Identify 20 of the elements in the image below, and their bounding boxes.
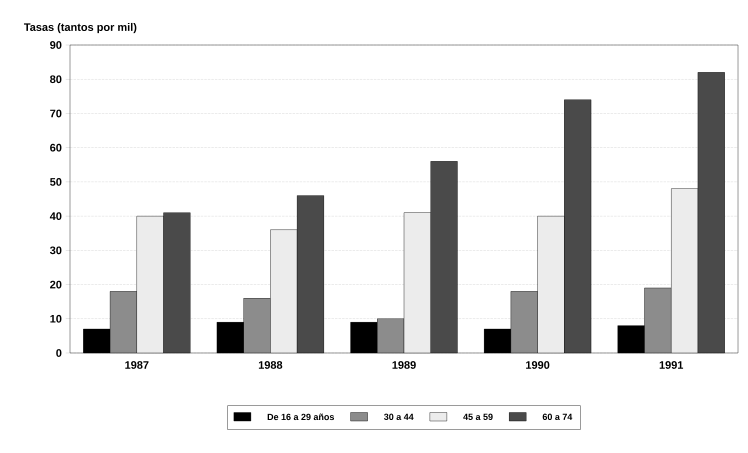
legend-label: 60 a 74 [542, 414, 572, 420]
y-tick-label: 60 [50, 144, 62, 152]
y-tick-label: 80 [50, 75, 62, 84]
x-tick-label: 1988 [258, 361, 282, 369]
legend-label: 30 a 44 [384, 414, 414, 420]
y-tick-label: 50 [50, 178, 62, 186]
y-tick-label: 30 [50, 246, 62, 254]
y-tick-label: 90 [50, 41, 62, 49]
x-tick-label: 1989 [392, 361, 416, 369]
y-tick-label: 70 [50, 110, 62, 118]
y-axis-title: Tasas (tantos por mil) [24, 22, 136, 34]
legend-label: De 16 a 29 años [268, 414, 334, 420]
y-tick-label: 0 [56, 349, 62, 357]
y-tick-label: 40 [50, 212, 62, 220]
y-tick-label: 10 [50, 314, 62, 323]
x-tick-label: 1987 [125, 361, 148, 369]
y-tick-label: 20 [50, 280, 62, 288]
x-tick-label: 1991 [660, 361, 684, 369]
legend-label: 45 a 59 [463, 414, 493, 420]
x-tick-label: 1990 [526, 361, 550, 369]
